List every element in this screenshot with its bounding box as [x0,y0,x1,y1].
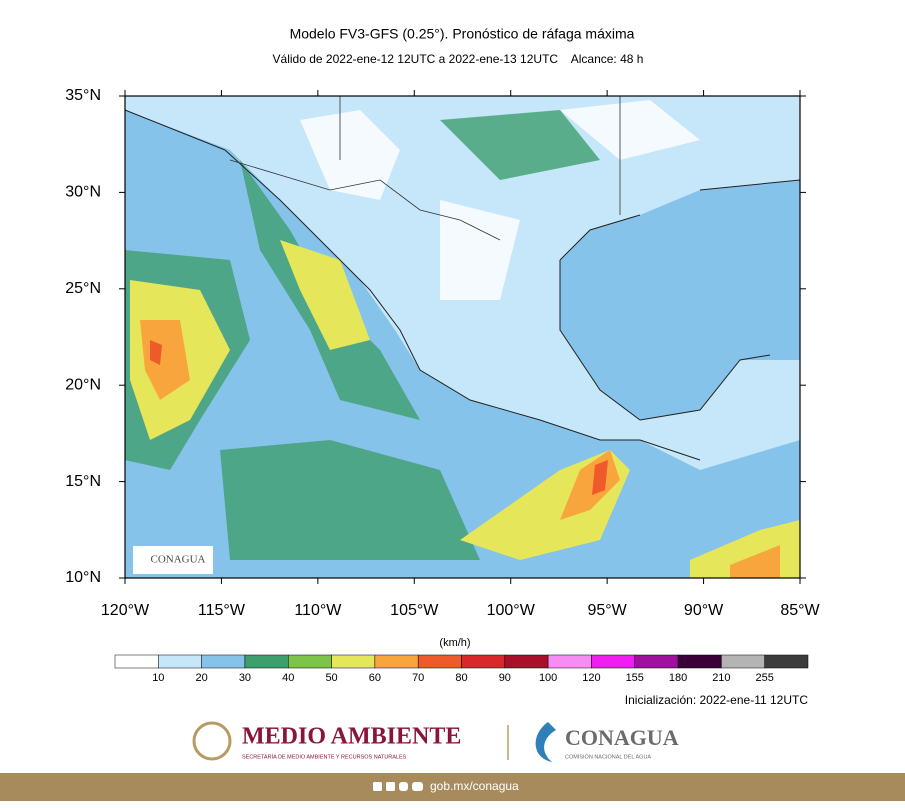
colorbar-swatch [764,654,809,669]
conagua-icon [535,722,556,762]
colorbar-unit: (km/h) [439,637,470,649]
lon-label: 120°W [101,602,150,619]
colorbar-swatch [244,654,289,669]
icon [373,782,382,791]
lat-label: 15°N [65,473,101,490]
colorbar-swatch [331,654,376,669]
icon [412,782,423,791]
gust-60 [130,240,800,578]
icon [386,782,395,791]
colorbar-swatch [677,654,722,669]
colorbar-swatch [504,654,549,669]
init-text: Inicialización: 2022-ene-11 12UTC [625,693,809,707]
lat-label: 10°N [65,569,101,586]
footer-url[interactable]: gob.mx/conagua [430,779,519,793]
colorbar-label: 255 [756,672,774,684]
lat-label: 20°N [65,376,101,393]
footer-left-sub: SECRETARÍA DE MEDIO AMBIENTE Y RECURSOS … [242,753,407,760]
lat-label: 25°N [65,280,101,297]
footer-left-title: MEDIO AMBIENTE [242,724,461,750]
lat-label: 35°N [65,87,101,104]
coastline [125,109,800,461]
colorbar-swatch [288,654,332,669]
colorbar-label: 90 [499,672,511,684]
colorbar-swatch [374,654,419,669]
footer-bar [0,773,905,801]
lon-label: 110°W [294,602,342,619]
colorbar-label: 70 [412,672,424,684]
colorbar-label: 120 [582,672,600,684]
footer-right-sub: COMISIÓN NACIONAL DEL AGUA [565,753,651,760]
lon-label: 90°W [684,602,724,619]
colorbar-label: 180 [669,672,687,684]
colorbar-swatch [591,654,635,669]
subtitle: Válido de 2022-ene-12 12UTC a 2022-ene-1… [273,52,644,66]
colorbar-swatch [721,654,765,669]
icon [399,782,408,791]
seal-icon [192,721,232,761]
map-field: CONAGUA [125,96,800,578]
colorbar-swatch [634,654,679,669]
colorbar-label: 155 [626,672,644,684]
colorbar-swatch [547,654,592,669]
lon-label: 105°W [390,602,439,619]
lon-label: 95°W [587,602,627,619]
colorbar-swatch [158,654,202,669]
footer-right-title: CONAGUA [565,725,679,750]
border [229,96,621,241]
colorbar-swatch [417,654,462,669]
colorbar-swatch [461,654,506,669]
social-icons [373,782,423,791]
logo-text: CONAGUA [151,554,206,566]
colorbar-label: 100 [539,672,557,684]
colorbar-label: 10 [152,672,164,684]
lon-label: 85°W [780,602,820,619]
colorbar-label: 40 [282,672,294,684]
lat-label: 30°N [65,184,101,201]
title: Modelo FV3-GFS (0.25°). Pronóstico de rá… [290,26,635,42]
colorbar: 10 20 30 40 50 60 70 80 90 100 120 155 180 210 255 [114,654,809,684]
logo-box [133,546,213,574]
colorbar-label: 20 [196,672,208,684]
colorbar-label: 50 [325,672,337,684]
lon-label: 100°W [487,602,536,619]
colorbar-label: 60 [369,672,381,684]
lon-label: 115°W [198,602,246,619]
colorbar-label: 30 [239,672,251,684]
colorbar-label: 80 [455,672,467,684]
colorbar-swatch [201,654,246,669]
colorbar-swatch [114,654,159,669]
colorbar-label: 210 [712,672,730,684]
map-frame [124,95,801,579]
calm-area [300,100,700,300]
